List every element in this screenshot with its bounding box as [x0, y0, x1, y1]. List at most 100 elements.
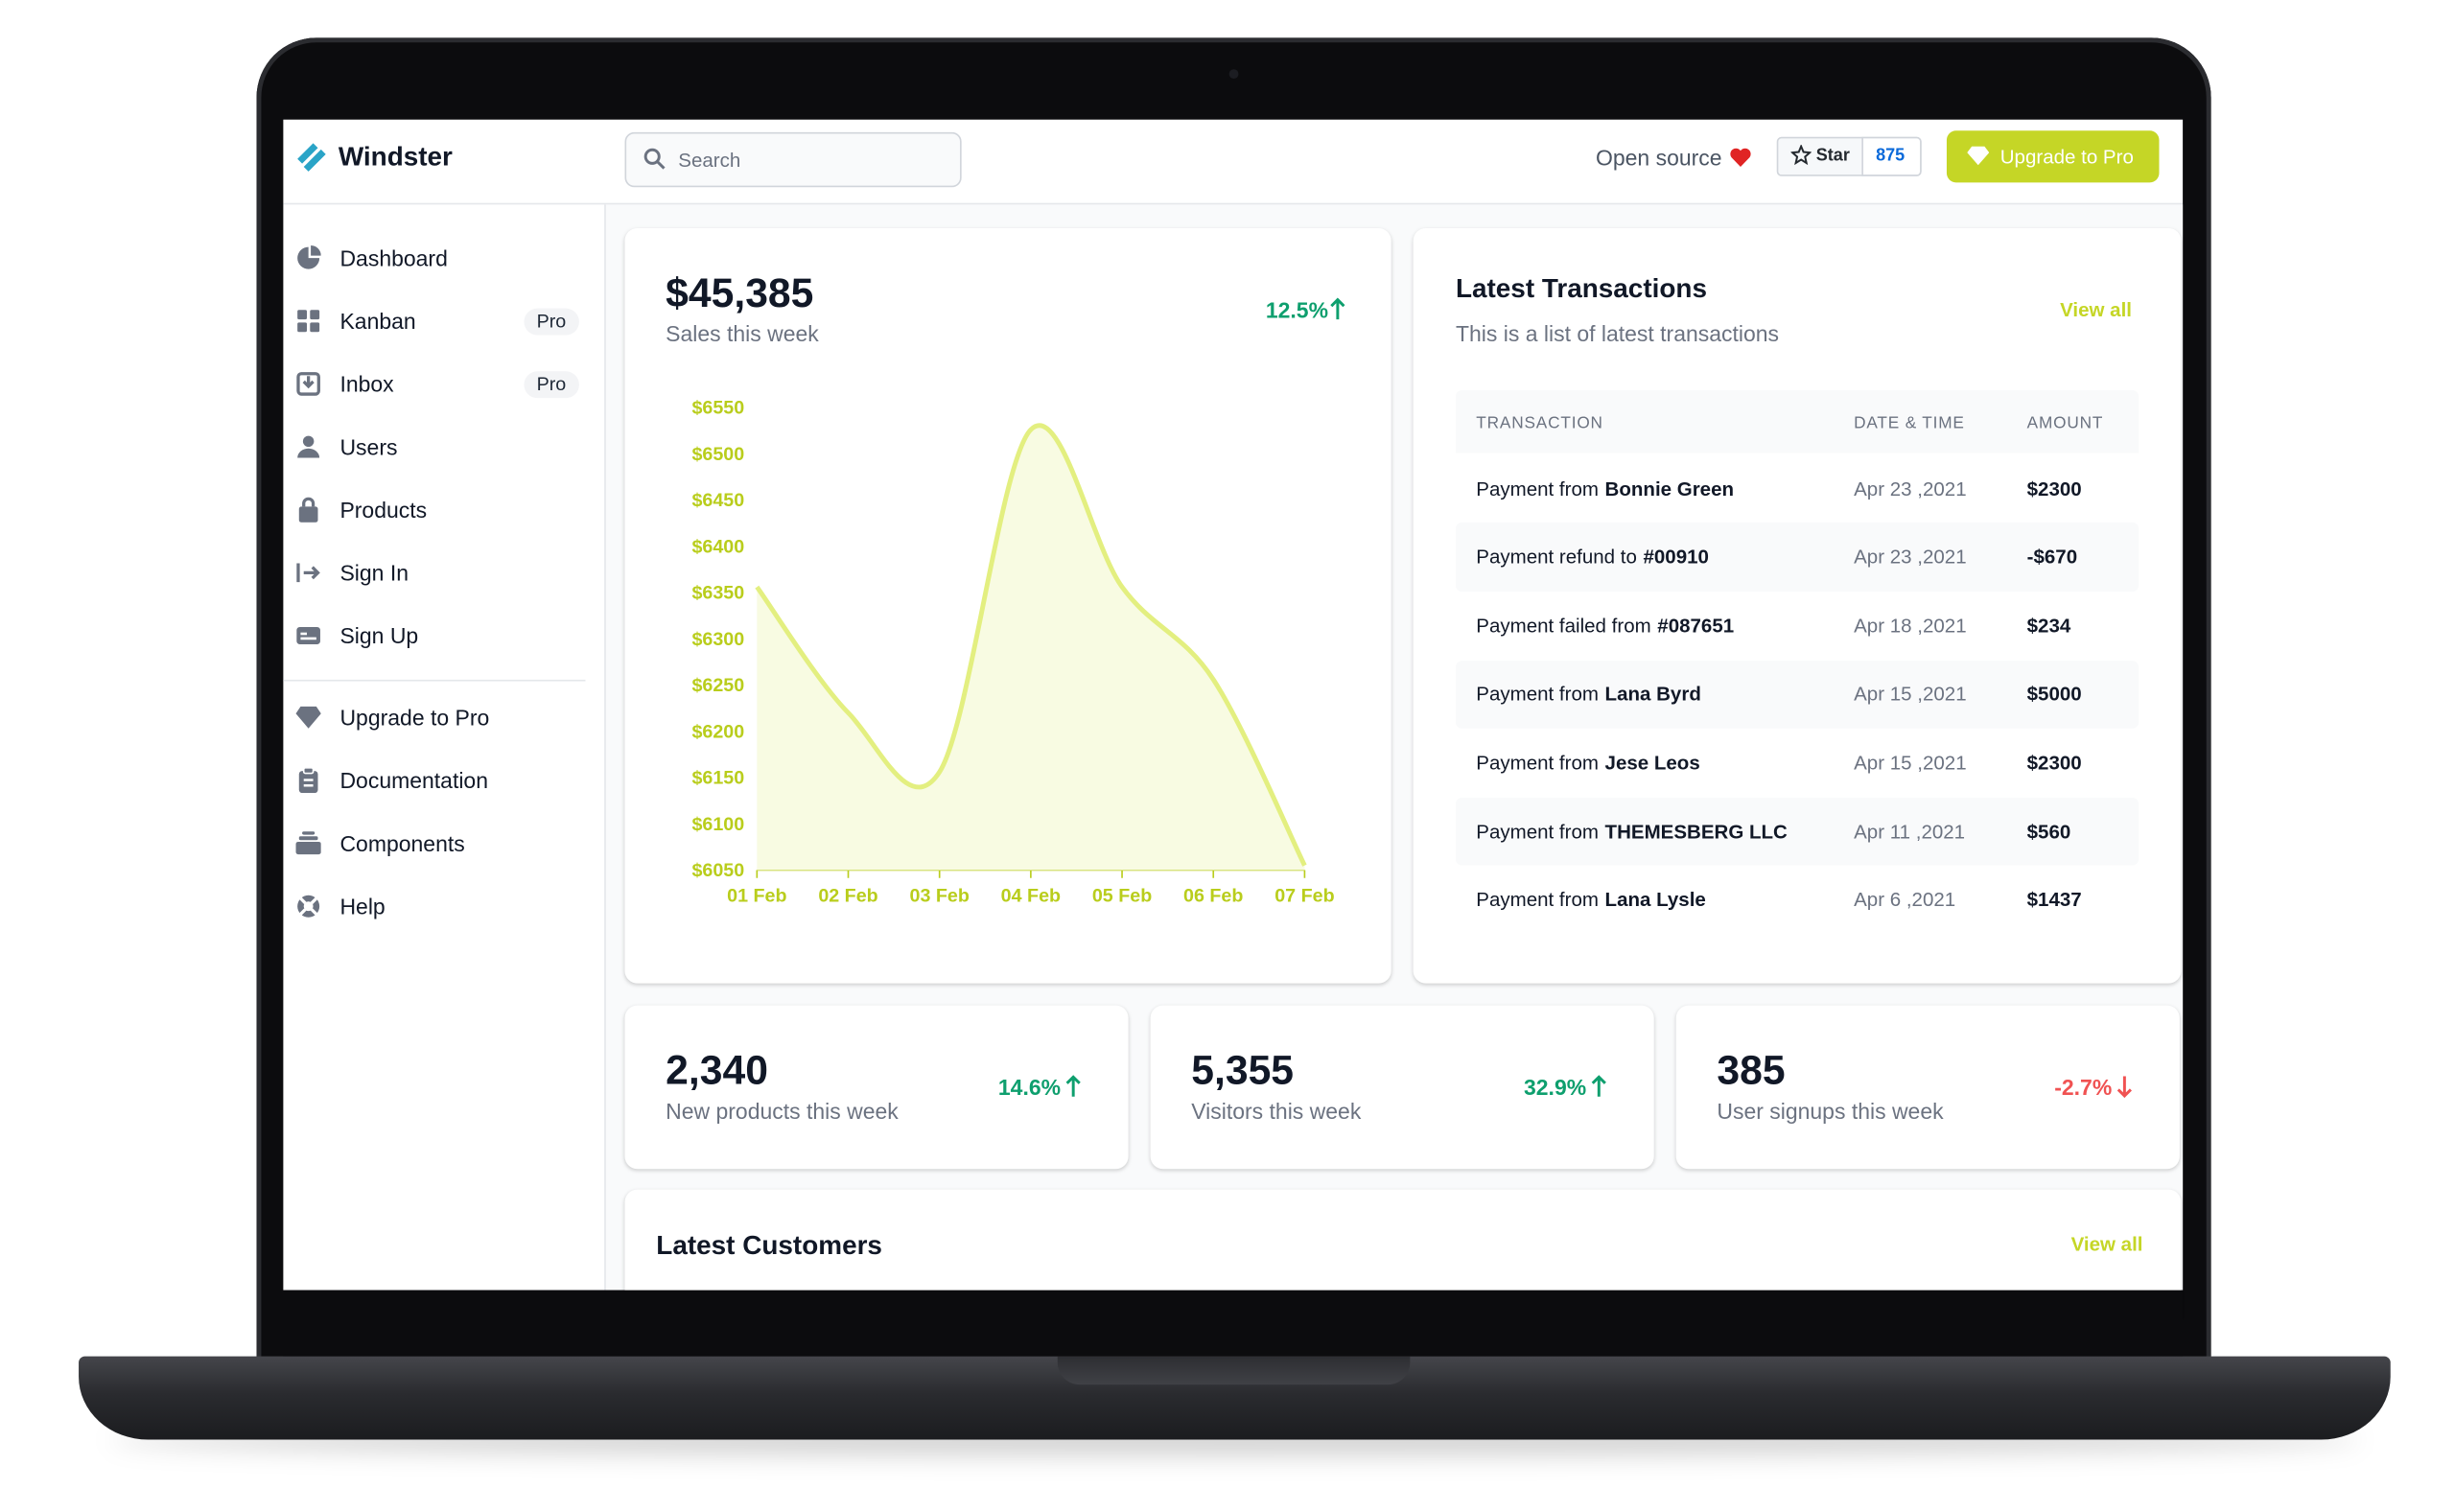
- nav-item[interactable]: [290, 547, 582, 598]
- stat-value: 2,340: [666, 1046, 768, 1094]
- sales-total: $45,385: [666, 268, 814, 316]
- stat-card: [1675, 1005, 2180, 1170]
- sidebar-divider: [283, 679, 586, 682]
- transaction-name: Lana Lysle: [1604, 889, 1706, 912]
- nav-item[interactable]: [290, 611, 582, 662]
- transaction-cell: Payment from Bonnie Green: [1476, 477, 1734, 500]
- sales-change: 12.5%: [1265, 297, 1329, 323]
- nav-item[interactable]: [290, 422, 582, 473]
- transaction-name: THEMESBERG LLC: [1604, 820, 1788, 843]
- transaction-name: Lana Byrd: [1604, 683, 1701, 706]
- y-tick-label: $6400: [691, 536, 744, 557]
- customers-view-all[interactable]: View all: [2070, 1233, 2143, 1256]
- line: [755, 423, 1307, 867]
- transaction-amount: $1437: [2026, 889, 2082, 912]
- nav-icon: [296, 563, 320, 583]
- table-row-bg: [1455, 797, 2139, 867]
- nav-label: Kanban: [339, 308, 416, 334]
- header-border: [283, 202, 2184, 205]
- stat-label: New products this week: [666, 1098, 899, 1124]
- star-count: 875: [1876, 146, 1906, 166]
- y-tick-label: $6450: [691, 490, 744, 511]
- search-icon: [643, 148, 666, 170]
- nav-label: Products: [339, 497, 428, 523]
- sales-chart: $6050 $6100 $6150 $6200 $6250 $6300 $6350 $6400…: [691, 398, 1334, 907]
- nav-label: Documentation: [339, 767, 489, 794]
- transaction-cell: Payment from THEMESBERG LLC: [1476, 821, 1788, 843]
- star-label: Star: [1815, 146, 1850, 166]
- search-placeholder: Search: [678, 149, 741, 172]
- transaction-date: Apr 23 ,2021: [1854, 477, 1967, 500]
- up-arrow: [1591, 1075, 1606, 1097]
- stat-change: 32.9%: [1524, 1074, 1587, 1101]
- stat-value: 5,355: [1191, 1046, 1295, 1094]
- nav-icon: [298, 767, 318, 794]
- transaction-text: Payment from: [1476, 820, 1599, 843]
- star-icon: [1790, 144, 1812, 166]
- nav-label: Sign In: [339, 560, 409, 586]
- laptop-notch: [1057, 1356, 1411, 1385]
- stat-card: [1150, 1005, 1654, 1170]
- transaction-cell: Payment failed from #087651: [1476, 615, 1734, 637]
- transaction-cell: Payment refund to #00910: [1476, 547, 1709, 569]
- y-tick-label: $6100: [691, 814, 744, 835]
- nav-label: Components: [339, 830, 465, 856]
- transaction-amount: $5000: [2026, 683, 2082, 706]
- transaction-text: Payment from: [1476, 889, 1599, 912]
- transaction-text: Payment from: [1476, 477, 1599, 500]
- transaction-name: Bonnie Green: [1604, 477, 1735, 500]
- nav-item[interactable]: [290, 484, 582, 535]
- nav-label: Upgrade to Pro: [339, 705, 490, 731]
- open-source-link[interactable]: Open source: [1596, 144, 1722, 171]
- transaction-text: Payment refund to: [1476, 546, 1637, 569]
- nav-item[interactable]: [290, 881, 582, 932]
- x-tick-label: 06 Feb: [1183, 885, 1243, 906]
- transaction-text: Payment from: [1476, 683, 1599, 706]
- nav-icon: [298, 497, 318, 523]
- stat-card: [624, 1005, 1129, 1170]
- nav-icon: [296, 372, 320, 396]
- customers-title: Latest Customers: [656, 1230, 882, 1261]
- star-count-box: [1861, 136, 1922, 176]
- transaction-amount: $2300: [2026, 752, 2082, 775]
- transaction-amount: $234: [2026, 615, 2071, 638]
- logo-icon: [297, 143, 326, 172]
- nav-label: Inbox: [339, 371, 394, 397]
- y-tick-label: $6350: [691, 583, 744, 604]
- nav-label: Help: [339, 894, 386, 919]
- nav-label: Dashboard: [339, 245, 448, 271]
- up-arrow: [1330, 297, 1345, 320]
- table-row-bg: [1455, 523, 2139, 592]
- nav-icon: [295, 706, 321, 729]
- y-tick-label: $6050: [691, 860, 744, 881]
- stat-change: 14.6%: [997, 1074, 1062, 1101]
- y-tick-label: $6250: [691, 675, 744, 696]
- transaction-date: Apr 6 ,2021: [1854, 889, 1956, 912]
- x-tick-label: 07 Feb: [1274, 885, 1334, 906]
- pro-badge: Pro: [524, 308, 579, 336]
- stat-label: User signups this week: [1717, 1098, 1944, 1124]
- area: [757, 425, 1305, 871]
- view-all-link[interactable]: View all: [2060, 298, 2133, 321]
- heart-icon: [1730, 148, 1751, 167]
- table-row-bg: [1455, 660, 2139, 729]
- search-box[interactable]: [624, 131, 962, 188]
- x-tick-label: 03 Feb: [910, 885, 970, 906]
- brand: Windster: [338, 141, 453, 172]
- y-tick-label: $6150: [691, 768, 744, 789]
- nav-icon: [297, 895, 320, 918]
- camera: [1228, 69, 1239, 80]
- nav-icon: [296, 626, 320, 645]
- y-tick-label: $6500: [691, 444, 744, 465]
- transaction-cell: Payment from Lana Lysle: [1476, 889, 1706, 911]
- nav-label: Users: [339, 433, 398, 460]
- stat-change: -2.7%: [2054, 1074, 2113, 1101]
- y-tick-label: $6550: [691, 398, 744, 419]
- x-tick-label: 05 Feb: [1092, 885, 1152, 906]
- bottom-bezel: [283, 1290, 2184, 1357]
- nav-icon: [295, 831, 321, 855]
- transaction-date: Apr 23 ,2021: [1854, 546, 1967, 569]
